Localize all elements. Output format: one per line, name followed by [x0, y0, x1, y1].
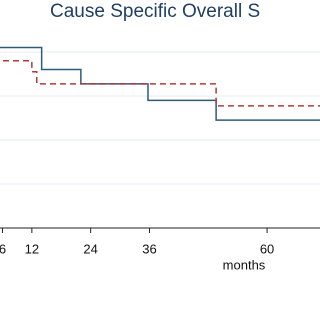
chart-title: Cause Specific Overall S	[50, 1, 260, 22]
x-tick-label: 60	[260, 241, 274, 256]
x-tick-label: 24	[83, 241, 97, 256]
survival-line	[0, 59, 320, 107]
x-tick-label: 6	[0, 241, 6, 256]
x-tick-label: 12	[25, 241, 39, 256]
x-axis-label: months	[223, 257, 266, 272]
x-tick-label: 36	[142, 241, 156, 256]
